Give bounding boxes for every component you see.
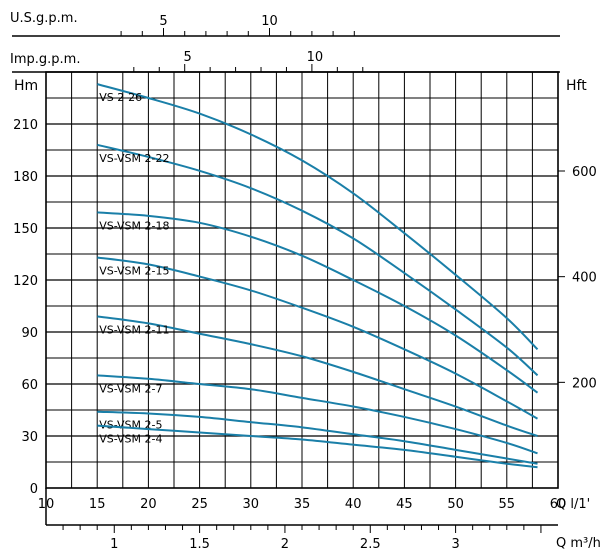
- pump-curve: [97, 424, 538, 469]
- flow-lmin-axis-label: Q l/1': [556, 497, 590, 512]
- chart-grid: [45, 71, 559, 489]
- flow-m3h-axis-label: Q m³/h: [556, 536, 601, 551]
- right-axis-label: Hft: [566, 78, 587, 94]
- curve-label: VS 2-26: [99, 91, 142, 104]
- y-tick-label: 90: [21, 326, 38, 341]
- us-gpm-tick-label: 10: [261, 14, 278, 29]
- curve-label: VS-VSM 2-11: [99, 323, 169, 336]
- pump-curve: [97, 315, 538, 437]
- hft-tick-label: 600: [572, 165, 597, 180]
- m3h-tick-label: 2.5: [360, 537, 381, 552]
- x-tick-label: 50: [447, 497, 464, 512]
- hft-tick-label: 200: [572, 376, 597, 391]
- curve-label: VS-VSM 2-15: [99, 264, 169, 277]
- imp-gpm-tick-label: 10: [307, 50, 324, 65]
- curve-label: VS-VSM 2-18: [99, 219, 169, 232]
- pump-curves: VS 2-26 VS-VSM 2-22 VS-VSM 2-18 VS-VSM 2-15…: [96, 83, 539, 469]
- pump-curve: [97, 211, 539, 394]
- pump-curve: [97, 256, 539, 420]
- imp-gpm-tick-label: 5: [184, 50, 192, 65]
- y-tick-label: 120: [13, 274, 38, 289]
- m3h-tick-label: 2: [281, 537, 289, 552]
- m3h-tick-label: 1: [110, 537, 118, 552]
- left-axis-label: Hm: [14, 78, 38, 94]
- pump-curve: [97, 410, 538, 465]
- hft-tick-label: 400: [572, 271, 597, 286]
- pump-curve: [97, 374, 538, 455]
- top-axes: [12, 28, 560, 73]
- x-tick-label: 25: [191, 497, 208, 512]
- curve-label: VS-VSM 2-22: [99, 152, 169, 165]
- curve-label: VS-VSM 2-4: [99, 433, 162, 446]
- x-tick-label: 35: [294, 497, 311, 512]
- x-tick-label: 10: [38, 497, 55, 512]
- m3h-tick-label: 1.5: [189, 537, 210, 552]
- x-tick-label: 40: [345, 497, 362, 512]
- x-tick-label: 30: [243, 497, 260, 512]
- y-tick-label: 210: [13, 118, 38, 133]
- y-tick-label: 0: [30, 482, 38, 497]
- us-gpm-tick-label: 5: [159, 14, 167, 29]
- imp-gpm-axis-label: Imp.g.p.m.: [10, 52, 80, 67]
- curve-label: VS-VSM 2-7: [99, 382, 162, 395]
- y-tick-label: 60: [21, 378, 38, 393]
- y-tick-label: 30: [21, 430, 38, 445]
- us-gpm-axis-label: U.S.g.p.m.: [10, 11, 78, 26]
- m3h-tick-label: 3: [451, 537, 459, 552]
- y-tick-label: 150: [13, 222, 38, 237]
- x-tick-label: 15: [89, 497, 106, 512]
- pump-curve: [96, 83, 539, 351]
- x-tick-label: 20: [140, 497, 157, 512]
- x-tick-label: 45: [396, 497, 413, 512]
- pump-curve: [96, 143, 539, 377]
- x-tick-label: 60: [550, 497, 567, 512]
- bottom-axes: [45, 488, 558, 533]
- y-tick-label: 180: [13, 170, 38, 185]
- x-tick-label: 55: [499, 497, 516, 512]
